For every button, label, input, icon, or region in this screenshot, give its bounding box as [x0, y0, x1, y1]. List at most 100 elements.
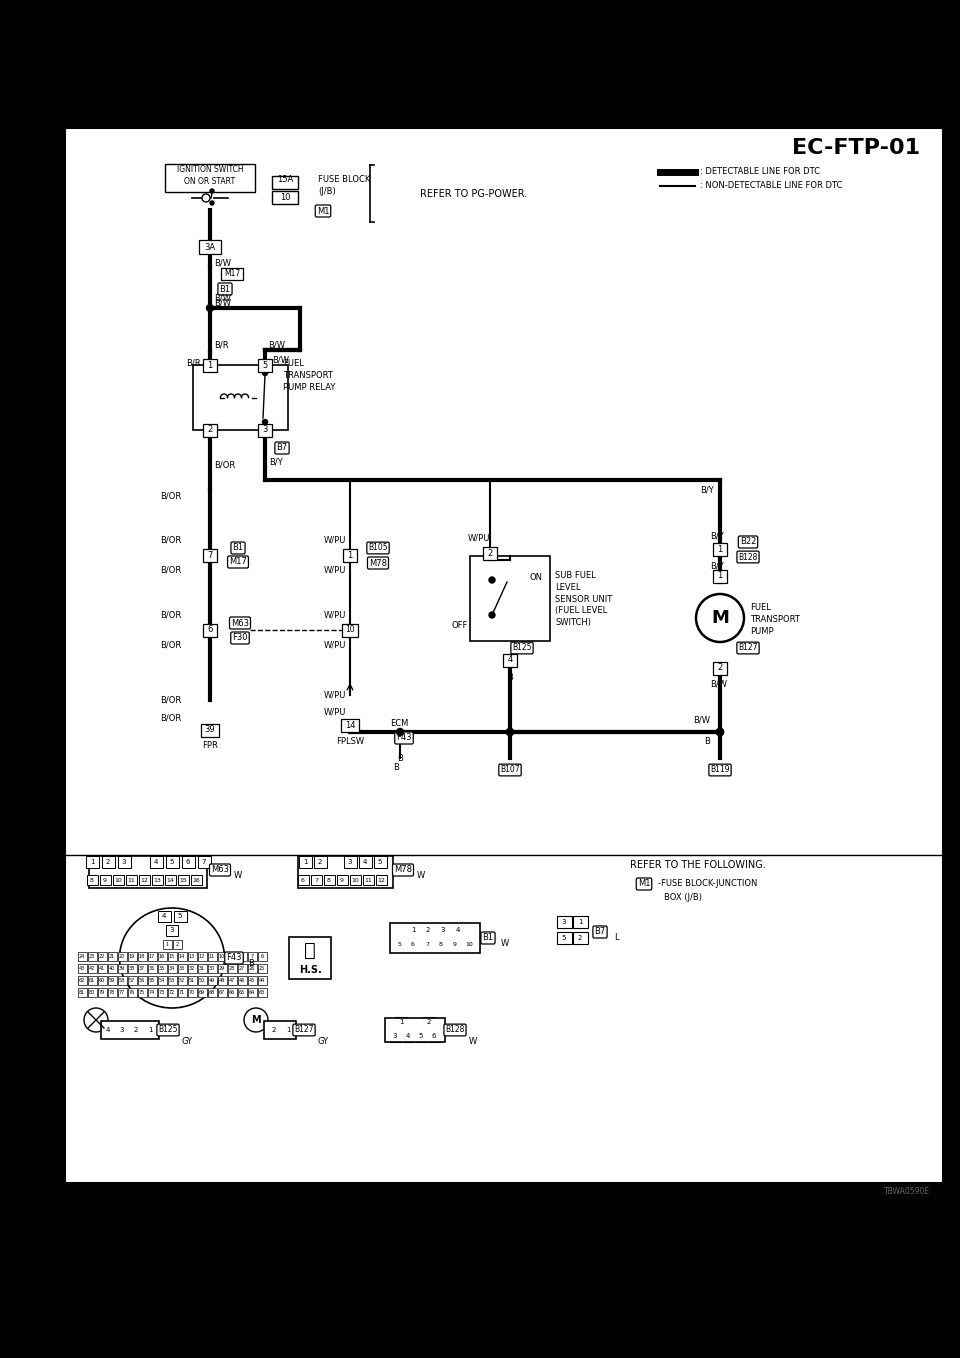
Circle shape: [489, 612, 495, 618]
Text: 57: 57: [129, 978, 135, 982]
Bar: [87, 987, 97, 997]
Bar: [289, 937, 331, 979]
Text: (FUEL LEVEL: (FUEL LEVEL: [555, 607, 608, 615]
Text: 2: 2: [427, 1018, 431, 1025]
Text: 11: 11: [127, 877, 134, 883]
Text: 3: 3: [170, 928, 175, 933]
Bar: [128, 952, 136, 960]
Text: PUMP RELAY: PUMP RELAY: [283, 383, 335, 391]
Bar: [428, 1031, 440, 1042]
Text: 40: 40: [108, 966, 115, 971]
Bar: [65, 128, 943, 1183]
Bar: [324, 875, 334, 885]
Text: TRANSPORT: TRANSPORT: [283, 371, 333, 379]
Bar: [203, 623, 217, 637]
Text: 5: 5: [562, 936, 566, 941]
Bar: [144, 1023, 156, 1038]
Text: W/PU: W/PU: [324, 535, 347, 545]
Text: 29: 29: [219, 966, 225, 971]
Text: 1: 1: [148, 1027, 153, 1033]
Text: 1: 1: [411, 928, 416, 933]
Text: 10: 10: [219, 953, 226, 959]
Text: EC-FTP-01: EC-FTP-01: [792, 139, 920, 158]
Bar: [375, 875, 387, 885]
Bar: [102, 1023, 114, 1038]
Bar: [237, 975, 247, 985]
Bar: [174, 910, 186, 922]
Bar: [207, 987, 217, 997]
Bar: [108, 963, 116, 972]
Text: 13: 13: [153, 877, 161, 883]
Bar: [258, 424, 272, 436]
Bar: [258, 359, 272, 372]
Text: 10: 10: [466, 941, 473, 947]
Text: SENSOR UNIT: SENSOR UNIT: [555, 595, 612, 603]
Text: 15A: 15A: [276, 175, 293, 185]
Text: 1: 1: [398, 1018, 403, 1025]
Text: 25: 25: [259, 966, 265, 971]
Bar: [130, 1023, 142, 1038]
Bar: [349, 875, 361, 885]
Text: ON OR START: ON OR START: [184, 178, 235, 186]
Bar: [137, 963, 147, 972]
Bar: [128, 963, 136, 972]
Text: 80: 80: [89, 990, 95, 994]
Text: 32: 32: [189, 966, 195, 971]
Text: 48: 48: [219, 978, 226, 982]
Text: 10: 10: [351, 877, 359, 883]
Bar: [198, 975, 206, 985]
Text: 4: 4: [508, 656, 513, 664]
Text: 14: 14: [345, 721, 355, 729]
Text: W: W: [417, 872, 425, 880]
Text: 38: 38: [129, 966, 135, 971]
Bar: [167, 975, 177, 985]
Text: IGNITION SWITCH: IGNITION SWITCH: [177, 166, 243, 174]
Text: 12: 12: [199, 953, 205, 959]
Text: 70: 70: [189, 990, 195, 994]
Bar: [85, 856, 99, 868]
Bar: [98, 987, 107, 997]
Text: TRANSPORT: TRANSPORT: [750, 615, 800, 625]
Bar: [157, 987, 166, 997]
Text: 5: 5: [170, 860, 174, 865]
Bar: [117, 856, 131, 868]
Bar: [299, 856, 311, 868]
Bar: [207, 963, 217, 972]
Text: 1: 1: [717, 572, 723, 580]
Bar: [167, 987, 177, 997]
Text: B/OR: B/OR: [160, 713, 181, 722]
Text: 7: 7: [314, 877, 318, 883]
Text: 10: 10: [114, 877, 122, 883]
Text: 63: 63: [259, 990, 265, 994]
Text: 1: 1: [578, 919, 583, 925]
Bar: [178, 875, 188, 885]
Text: F30: F30: [232, 633, 248, 642]
Text: 2: 2: [207, 425, 212, 435]
Circle shape: [262, 371, 268, 376]
Text: FUSE BLOCK: FUSE BLOCK: [318, 175, 371, 185]
Bar: [272, 175, 298, 189]
Text: 14: 14: [166, 877, 174, 883]
Bar: [157, 952, 166, 960]
Text: 47: 47: [228, 978, 235, 982]
Text: 🔥: 🔥: [304, 941, 316, 960]
Circle shape: [696, 593, 744, 642]
Text: W/PU: W/PU: [324, 611, 347, 619]
Bar: [203, 549, 217, 561]
Text: FPLSW: FPLSW: [336, 736, 364, 746]
Text: REFER TO THE FOLLOWING.: REFER TO THE FOLLOWING.: [630, 860, 766, 870]
Bar: [117, 963, 127, 972]
Text: W: W: [234, 872, 242, 880]
Circle shape: [210, 201, 214, 205]
Bar: [314, 856, 326, 868]
Text: 1: 1: [717, 545, 723, 554]
Text: 9: 9: [340, 877, 344, 883]
Text: 8: 8: [327, 877, 331, 883]
Text: 3: 3: [348, 860, 352, 865]
Text: B/W: B/W: [214, 258, 231, 268]
Text: B/OR: B/OR: [160, 492, 181, 501]
Bar: [150, 856, 162, 868]
Text: B: B: [393, 763, 399, 773]
Text: B: B: [704, 737, 710, 747]
Bar: [137, 987, 147, 997]
